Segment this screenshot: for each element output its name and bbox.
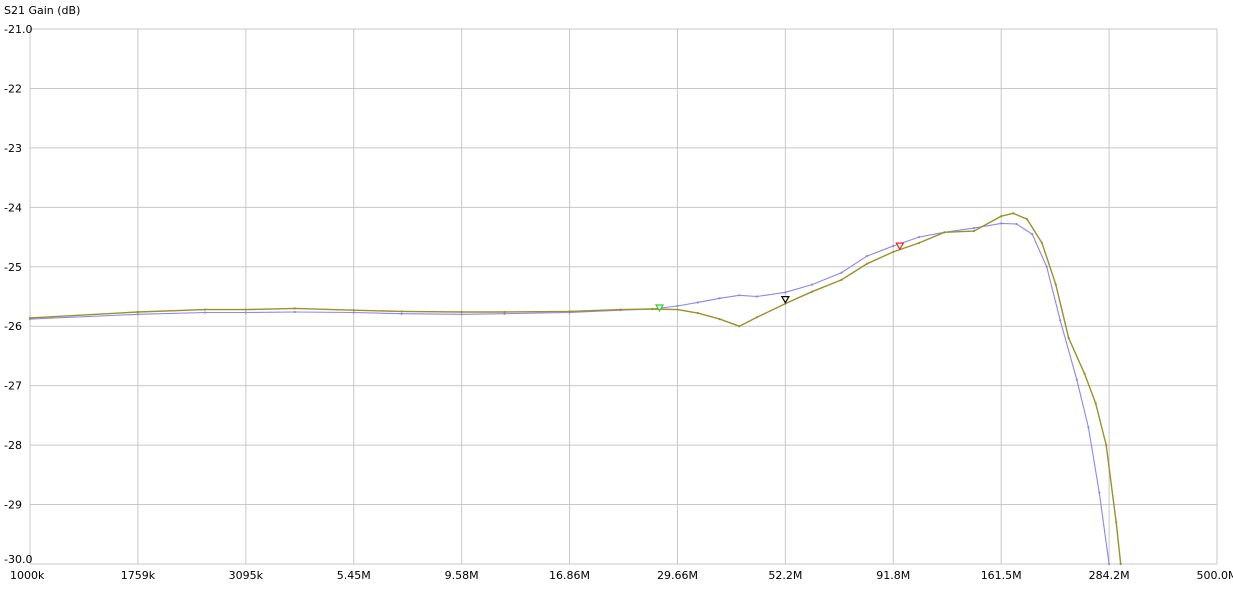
x-tick-label: 1759k bbox=[121, 569, 156, 582]
series-point-2 bbox=[840, 278, 843, 281]
x-tick-label: 284.2M bbox=[1089, 569, 1130, 582]
x-tick-label: 16.86M bbox=[549, 569, 590, 582]
y-tick-label: -21.0 bbox=[4, 23, 32, 36]
series-point-1 bbox=[1031, 232, 1034, 236]
series-point-1 bbox=[696, 301, 699, 304]
series-point-1 bbox=[244, 311, 247, 314]
series-point-2 bbox=[503, 310, 506, 314]
x-tick-label: 9.58M bbox=[445, 569, 479, 582]
series-point-2 bbox=[460, 310, 463, 314]
gridlines bbox=[29, 28, 1218, 565]
series-point-2 bbox=[203, 308, 207, 311]
series-point-1 bbox=[917, 235, 921, 239]
series-point-1 bbox=[865, 254, 869, 258]
series-point-2 bbox=[865, 262, 869, 265]
series-point-2 bbox=[810, 290, 814, 293]
x-tick-label: 500.0M bbox=[1197, 569, 1233, 582]
series-line-1 bbox=[29, 222, 1110, 565]
series-point-1 bbox=[810, 283, 814, 286]
marker-3[interactable] bbox=[895, 242, 905, 251]
series-point-2 bbox=[352, 309, 355, 312]
x-tick-labels: 1000k 1759k 3095k 5.45M 9.58M 16.86M 29.66M 52.… bbox=[10, 569, 1233, 582]
x-tick-label: 29.66M bbox=[657, 569, 698, 582]
series-point-1 bbox=[293, 310, 296, 314]
series-point-2 bbox=[1067, 337, 1070, 340]
series-point-2 bbox=[696, 312, 699, 315]
series-point-1 bbox=[1000, 222, 1003, 225]
marker-2[interactable] bbox=[780, 296, 790, 304]
series-line-2 bbox=[29, 212, 1122, 565]
series-point-2 bbox=[400, 310, 403, 313]
series-point-2 bbox=[755, 316, 759, 319]
series-point-2 bbox=[136, 310, 140, 314]
series-point-2 bbox=[293, 307, 296, 310]
y-tick-labels: -21.0 -22 -23 -24 -25 -26 -27 -28 -29 -30.0 bbox=[4, 23, 32, 566]
series-point-1 bbox=[892, 244, 895, 248]
y-tick-label: -27 bbox=[4, 380, 22, 393]
series-point-2 bbox=[943, 231, 946, 234]
y-tick-label: -26 bbox=[4, 320, 22, 333]
series-point-1 bbox=[676, 304, 679, 308]
series-point-2 bbox=[892, 250, 895, 254]
series-point-1 bbox=[755, 295, 759, 298]
series-point-2 bbox=[244, 308, 247, 311]
y-axis-label: S21 Gain (dB) bbox=[4, 4, 80, 17]
series-point-2 bbox=[917, 241, 921, 245]
series-point-1 bbox=[1075, 378, 1078, 381]
y-tick-label: -28 bbox=[4, 439, 22, 452]
y-tick-label: -24 bbox=[4, 201, 22, 214]
series-point-2 bbox=[1119, 562, 1122, 566]
series-point-1 bbox=[1015, 222, 1018, 226]
series-point-1 bbox=[1098, 491, 1101, 494]
series-point-2 bbox=[1026, 218, 1029, 221]
series-point-2 bbox=[738, 325, 741, 328]
trace-markers[interactable] bbox=[654, 242, 905, 313]
series-point-2 bbox=[28, 316, 32, 319]
series-point-1 bbox=[136, 313, 140, 316]
series-point-1 bbox=[718, 297, 721, 300]
series-point-1 bbox=[840, 271, 843, 274]
series-point-2 bbox=[651, 307, 654, 311]
series-point-2 bbox=[1000, 215, 1003, 218]
y-tick-label: -22 bbox=[4, 82, 22, 95]
series-point-2 bbox=[1094, 402, 1097, 405]
series-point-2 bbox=[1083, 372, 1086, 375]
series-point-1 bbox=[460, 313, 463, 316]
series-point-2 bbox=[1054, 283, 1057, 286]
marker-1[interactable] bbox=[654, 304, 665, 313]
series-point-1 bbox=[1087, 426, 1090, 429]
series-point-1 bbox=[400, 312, 403, 315]
series-point-1 bbox=[352, 311, 355, 314]
x-tick-label: 3095k bbox=[229, 569, 264, 582]
series-point-2 bbox=[676, 308, 679, 311]
x-tick-label: 1000k bbox=[10, 569, 45, 582]
series-point-2 bbox=[718, 317, 721, 321]
x-tick-label: 91.8M bbox=[876, 569, 910, 582]
x-tick-label: 52.2M bbox=[768, 569, 802, 582]
x-tick-label: 161.5M bbox=[981, 569, 1022, 582]
series-point-2 bbox=[1040, 241, 1044, 245]
series-point-1 bbox=[1045, 265, 1048, 268]
y-tick-label: -25 bbox=[4, 261, 22, 274]
series-point-1 bbox=[503, 312, 506, 315]
y-tick-label: -23 bbox=[4, 142, 22, 155]
y-tick-label: -30.0 bbox=[4, 553, 32, 566]
series-point-1 bbox=[1107, 562, 1111, 566]
y-tick-label: -29 bbox=[4, 499, 22, 512]
series-point-1 bbox=[1059, 319, 1062, 322]
x-tick-label: 5.45M bbox=[337, 569, 371, 582]
series-point-1 bbox=[784, 291, 787, 294]
series-point-2 bbox=[972, 230, 975, 233]
series-point-1 bbox=[972, 227, 975, 230]
series-point-2 bbox=[568, 310, 571, 313]
series-point-1 bbox=[203, 311, 207, 314]
series-point-2 bbox=[1105, 444, 1108, 447]
series-point-2 bbox=[1012, 212, 1015, 215]
series-point-2 bbox=[619, 308, 622, 311]
series-traces bbox=[28, 212, 1122, 566]
series-point-1 bbox=[738, 294, 741, 297]
series-point-2 bbox=[1115, 521, 1118, 524]
